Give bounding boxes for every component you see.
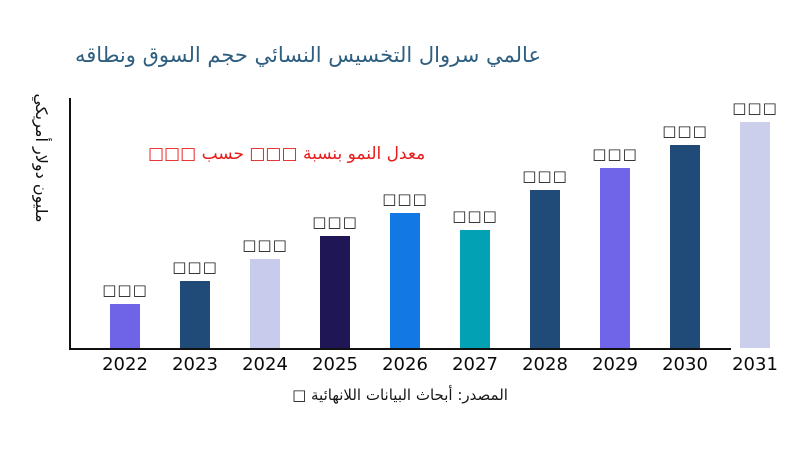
- x-tick-2029: 2029: [592, 354, 638, 375]
- bar-2028: [530, 190, 560, 348]
- bar-value-label-2026: □□□: [382, 190, 428, 208]
- bar-value-label-2022: □□□: [102, 281, 148, 299]
- y-axis-line: [69, 98, 71, 350]
- bar-2023: [180, 281, 210, 348]
- x-tick-2023: 2023: [172, 354, 218, 375]
- x-tick-2024: 2024: [242, 354, 288, 375]
- bar-value-label-2028: □□□: [522, 167, 568, 185]
- bar-2024: [250, 259, 280, 348]
- x-axis-line: [69, 348, 731, 350]
- x-tick-2030: 2030: [662, 354, 708, 375]
- source-caption: المصدر: أبحاث البيانات اللانهائية □: [292, 386, 508, 404]
- bar-2030: [670, 145, 700, 348]
- y-axis-label: مليون دولار أمريكي: [32, 93, 51, 223]
- bar-2025: [320, 236, 350, 348]
- growth-rate-annotation: معدل النمو بنسبة □□□ حسب □□□: [148, 144, 426, 164]
- x-tick-2025: 2025: [312, 354, 358, 375]
- bar-2029: [600, 168, 630, 348]
- bar-value-label-2031: □□□: [732, 99, 778, 117]
- bar-2022: [110, 304, 140, 348]
- bar-value-label-2030: □□□: [662, 122, 708, 140]
- bar-value-label-2023: □□□: [172, 258, 218, 276]
- x-tick-2027: 2027: [452, 354, 498, 375]
- chart-title: عالمي سروال التخسيس النسائي حجم السوق ون…: [75, 43, 541, 67]
- bar-value-label-2029: □□□: [592, 145, 638, 163]
- bar-value-label-2027: □□□: [452, 207, 498, 225]
- bar-2031: [740, 122, 770, 348]
- bar-value-label-2025: □□□: [312, 213, 358, 231]
- x-tick-2022: 2022: [102, 354, 148, 375]
- x-tick-2031: 2031: [732, 354, 778, 375]
- bar-value-label-2024: □□□: [242, 236, 288, 254]
- bar-2026: [390, 213, 420, 348]
- x-tick-2028: 2028: [522, 354, 568, 375]
- bar-2027: [460, 230, 490, 348]
- x-tick-2026: 2026: [382, 354, 428, 375]
